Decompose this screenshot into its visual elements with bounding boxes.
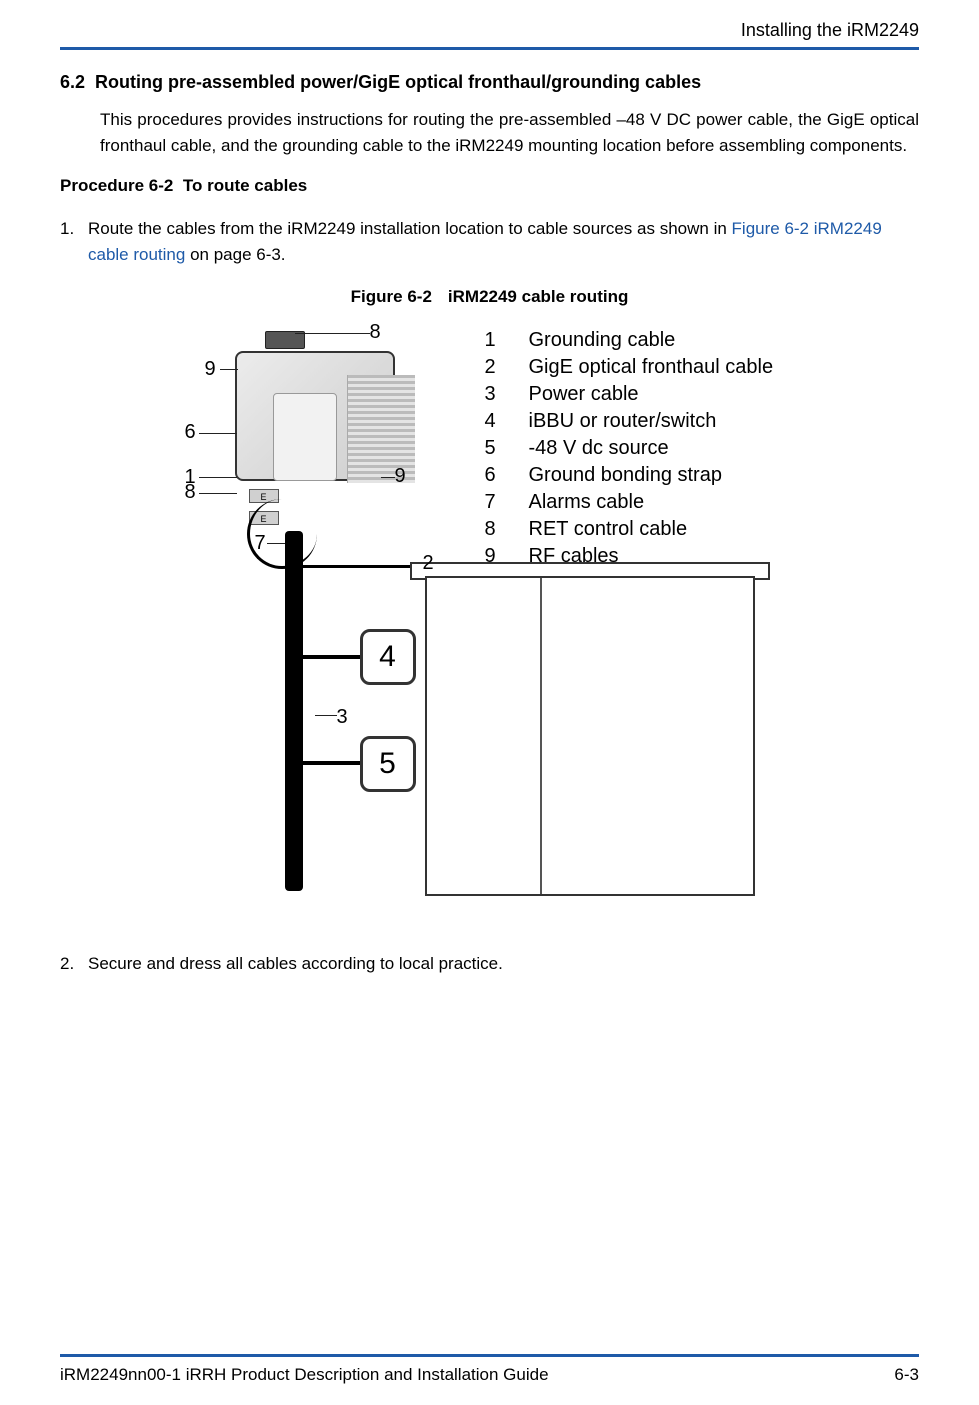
legend-num: 2 — [485, 354, 529, 381]
step-number: 2. — [60, 951, 88, 977]
legend-num: 6 — [485, 462, 529, 489]
section-heading: Routing pre-assembled power/GigE optical… — [95, 72, 701, 92]
footer-right: 6-3 — [894, 1365, 919, 1385]
legend-num: 9 — [485, 543, 529, 570]
legend-row: 9RF cables — [485, 543, 774, 570]
figure-legend: 1Grounding cable 2GigE optical fronthaul… — [485, 327, 774, 570]
page-header: Installing the iRM2249 — [60, 20, 919, 50]
legend-label: Power cable — [529, 381, 639, 408]
section-title: 6.2 Routing pre-assembled power/GigE opt… — [60, 70, 919, 95]
legend-row: 6Ground bonding strap — [485, 462, 774, 489]
legend-row: 7Alarms cable — [485, 489, 774, 516]
leader-7 — [267, 543, 285, 544]
legend-num: 1 — [485, 327, 529, 354]
header-title: Installing the iRM2249 — [741, 20, 919, 40]
callout-6: 6 — [185, 421, 196, 444]
step-text: Route the cables from the iRM2249 instal… — [88, 216, 919, 267]
section-num: 6.2 — [60, 72, 85, 92]
legend-label: Ground bonding strap — [529, 462, 722, 489]
step-pre: Route the cables from the iRM2249 instal… — [88, 219, 732, 238]
legend-num: 4 — [485, 408, 529, 435]
procedure-title: Procedure 6-2 To route cables — [60, 176, 919, 196]
callout-2: 2 — [423, 552, 434, 575]
legend-label: -48 V dc source — [529, 435, 669, 462]
leader-1 — [199, 477, 237, 478]
legend-num: 3 — [485, 381, 529, 408]
device-panel — [273, 393, 337, 481]
figure-diagram: E E 4 5 1 6 7 8 8 9 — [185, 321, 795, 901]
figure-title: iRM2249 cable routing — [448, 287, 628, 306]
page-footer: iRM2249nn00-1 iRRH Product Description a… — [60, 1354, 919, 1385]
step-pre: Secure and dress all cables according to… — [88, 954, 503, 973]
figure-caption: Figure 6-2 iRM2249 cable routing — [60, 287, 919, 307]
legend-num: 8 — [485, 516, 529, 543]
section-intro: This procedures provides instructions fo… — [100, 107, 919, 158]
cabinet — [425, 576, 755, 896]
legend-label: RET control cable — [529, 516, 688, 543]
legend-row: 8RET control cable — [485, 516, 774, 543]
callout-8-top: 8 — [370, 321, 381, 344]
step-number: 1. — [60, 216, 88, 267]
device: E E — [205, 341, 430, 531]
box-4: 4 — [360, 629, 416, 685]
footer-left: iRM2249nn00-1 iRRH Product Description a… — [60, 1365, 549, 1385]
callout-7: 7 — [255, 532, 266, 555]
legend-row: 4iBBU or router/switch — [485, 408, 774, 435]
legend-row: 2GigE optical fronthaul cable — [485, 354, 774, 381]
legend-row: 5-48 V dc source — [485, 435, 774, 462]
legend-label: Grounding cable — [529, 327, 676, 354]
leader-8top — [295, 333, 370, 334]
legend-num: 7 — [485, 489, 529, 516]
legend-row: 1Grounding cable — [485, 327, 774, 354]
callout-8-side: 8 — [185, 481, 196, 504]
legend-label: Alarms cable — [529, 489, 645, 516]
procedure-label: Procedure 6-2 — [60, 176, 173, 195]
cable-to-box5 — [303, 761, 363, 765]
callout-9-mid: 9 — [395, 465, 406, 488]
legend-row: 3Power cable — [485, 381, 774, 408]
legend-label: GigE optical fronthaul cable — [529, 354, 774, 381]
leader-8 — [199, 493, 237, 494]
legend-num: 5 — [485, 435, 529, 462]
device-body — [235, 351, 395, 481]
step-post: on page 6-3. — [185, 245, 285, 264]
step-1: 1. Route the cables from the iRM2249 ins… — [60, 216, 919, 267]
callout-9-left: 9 — [205, 358, 216, 381]
figure-label: Figure 6-2 — [351, 287, 432, 306]
leader-9m — [381, 477, 395, 478]
leader-9l — [220, 369, 238, 370]
cable-bundle — [285, 531, 303, 891]
step-2: 2. Secure and dress all cables according… — [60, 951, 919, 977]
leader-3 — [315, 715, 337, 716]
legend-label: iBBU or router/switch — [529, 408, 717, 435]
leader-6 — [199, 433, 237, 434]
procedure-heading: To route cables — [183, 176, 307, 195]
legend-label: RF cables — [529, 543, 619, 570]
cable-to-box4 — [303, 655, 363, 659]
callout-3: 3 — [337, 706, 348, 729]
cabinet-divider — [540, 578, 542, 894]
box-5: 5 — [360, 736, 416, 792]
step-text: Secure and dress all cables according to… — [88, 951, 919, 977]
